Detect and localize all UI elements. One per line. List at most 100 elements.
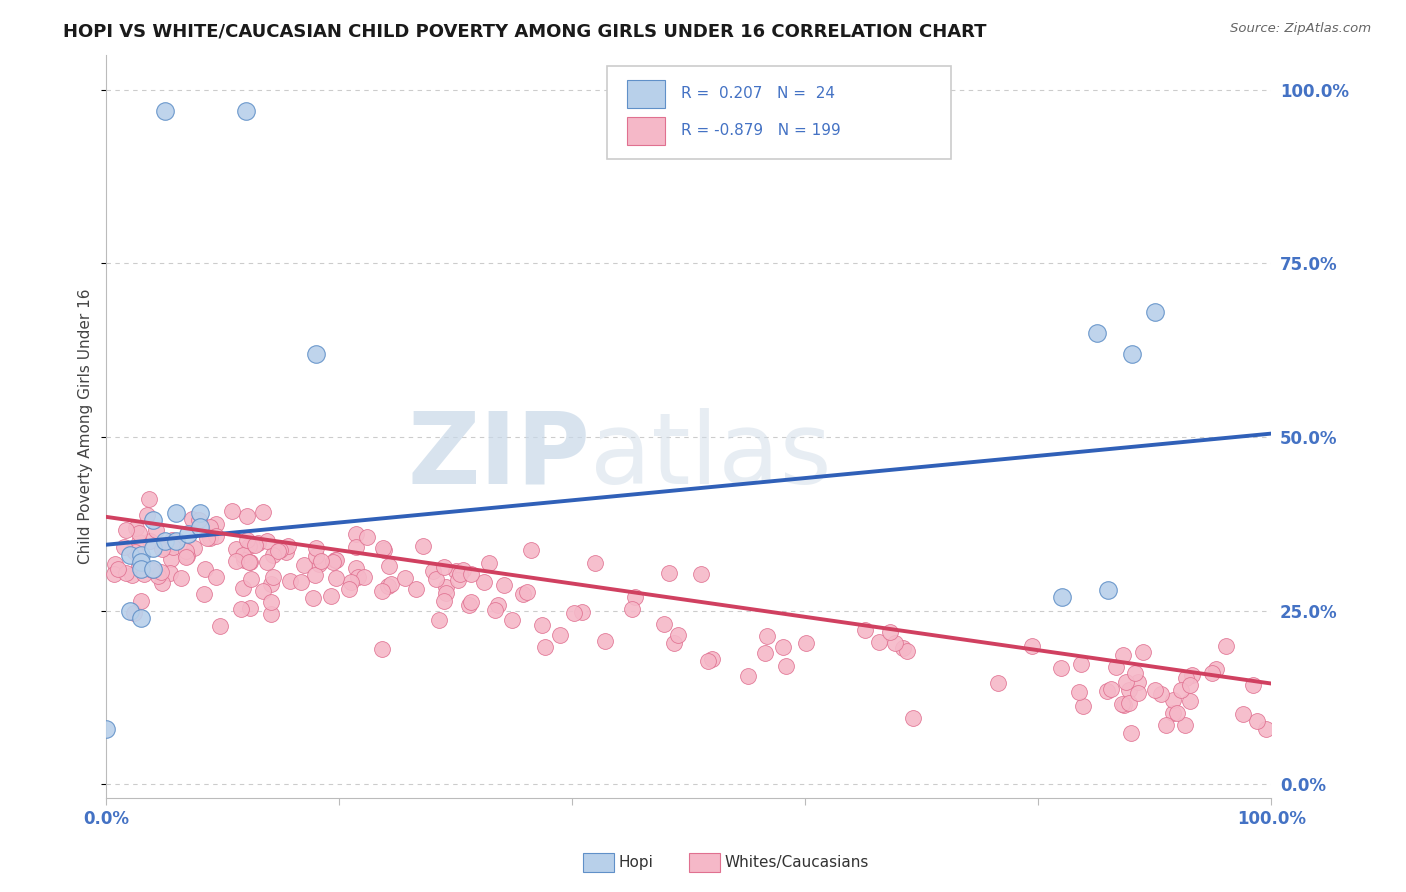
Point <box>118 604 141 618</box>
Point <box>484 603 506 617</box>
Point <box>188 513 211 527</box>
Point <box>1097 582 1119 597</box>
Point <box>177 527 200 541</box>
Point <box>160 552 183 566</box>
Point <box>1126 675 1149 690</box>
Point <box>583 556 606 570</box>
Point <box>262 549 284 563</box>
Point <box>131 548 153 562</box>
Point <box>232 553 254 567</box>
Point <box>371 541 394 555</box>
Point <box>794 636 817 650</box>
Point <box>1111 697 1133 711</box>
Point <box>422 564 444 578</box>
Point <box>205 529 228 543</box>
Point <box>853 623 876 637</box>
Point <box>1161 706 1184 720</box>
Point <box>235 103 257 118</box>
Point <box>1143 305 1166 319</box>
Point <box>200 531 222 545</box>
Point <box>193 562 215 576</box>
Point <box>150 565 173 579</box>
Point <box>1161 692 1184 706</box>
Point <box>252 505 274 519</box>
Point <box>1118 683 1140 698</box>
Point <box>1121 726 1143 740</box>
Text: Hopi: Hopi <box>619 855 654 870</box>
Point <box>347 570 370 584</box>
Point <box>700 652 723 666</box>
Point <box>425 572 447 586</box>
Point <box>128 525 150 540</box>
Point <box>1232 707 1254 722</box>
Point <box>501 614 523 628</box>
Point <box>122 542 145 557</box>
Bar <box>627 117 665 145</box>
Point <box>256 534 278 549</box>
Point <box>754 646 776 660</box>
FancyBboxPatch shape <box>607 66 950 159</box>
Point <box>883 636 905 650</box>
Point <box>1118 696 1140 710</box>
Point <box>239 572 262 586</box>
Point <box>1112 698 1135 712</box>
Point <box>245 538 267 552</box>
Point <box>494 578 516 592</box>
Point <box>520 543 543 558</box>
Point <box>325 553 347 567</box>
Point <box>337 582 360 597</box>
Point <box>131 610 153 624</box>
Point <box>512 587 534 601</box>
Point <box>624 590 647 604</box>
Point <box>225 554 247 568</box>
Point <box>181 511 204 525</box>
Point <box>238 555 260 569</box>
Point <box>1166 706 1188 720</box>
Point <box>772 640 794 655</box>
Point <box>232 582 254 596</box>
Point <box>696 654 718 668</box>
Point <box>118 548 141 562</box>
Point <box>1069 685 1091 699</box>
Point <box>371 641 394 656</box>
Point <box>322 555 344 569</box>
Point <box>205 517 228 532</box>
Point <box>1178 678 1201 692</box>
Point <box>309 554 332 568</box>
Point <box>174 550 197 565</box>
Point <box>1215 639 1237 653</box>
Point <box>302 591 325 605</box>
Point <box>658 566 681 580</box>
Point <box>183 541 205 556</box>
Point <box>266 543 288 558</box>
Point <box>115 566 138 581</box>
Point <box>114 540 136 554</box>
Point <box>225 541 247 556</box>
Point <box>136 508 159 522</box>
Point <box>159 566 181 580</box>
Point <box>405 582 427 597</box>
Point <box>292 558 315 573</box>
Point <box>141 563 163 577</box>
Point <box>114 523 136 537</box>
Point <box>879 624 901 639</box>
Point <box>1181 668 1204 682</box>
Point <box>162 540 184 554</box>
Point <box>142 562 165 576</box>
Point <box>1174 671 1197 685</box>
Point <box>371 584 394 599</box>
Point <box>239 600 262 615</box>
Point <box>472 575 495 590</box>
Point <box>1205 662 1227 676</box>
Point <box>1111 648 1133 662</box>
Text: atlas: atlas <box>591 408 831 505</box>
Point <box>478 556 501 570</box>
Point <box>153 103 176 118</box>
Point <box>150 542 173 557</box>
Point <box>460 567 482 582</box>
Point <box>305 549 328 564</box>
Point <box>260 594 283 608</box>
Point <box>142 541 165 556</box>
Point <box>1085 326 1108 340</box>
Point <box>103 566 125 581</box>
